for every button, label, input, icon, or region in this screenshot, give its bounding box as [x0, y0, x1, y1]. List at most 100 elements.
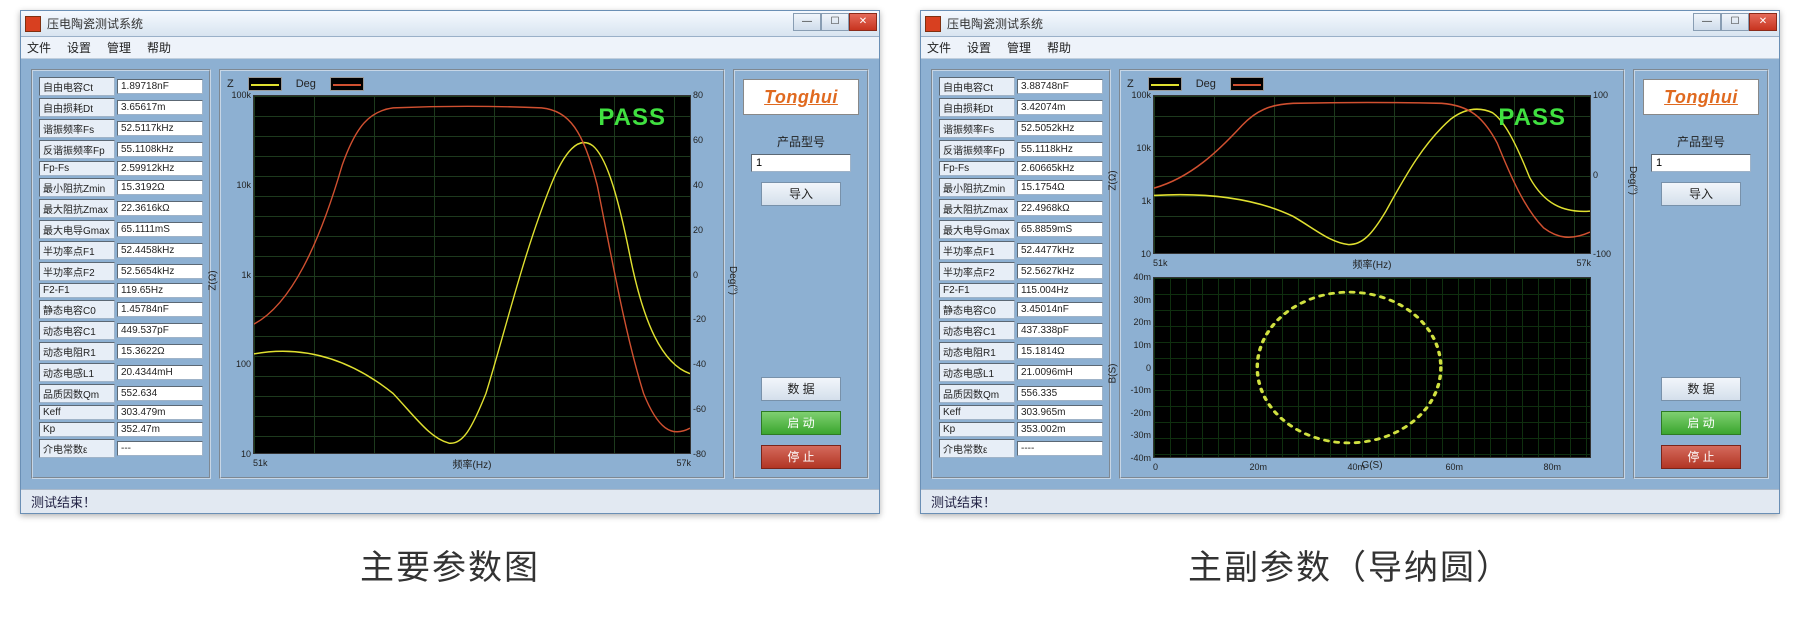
- param-value: 3.45014nF: [1017, 302, 1103, 317]
- close-button[interactable]: ✕: [1749, 13, 1777, 31]
- menu-help[interactable]: 帮助: [147, 39, 171, 56]
- ytick: 20: [693, 225, 717, 235]
- param-label: Fp-Fs: [39, 161, 115, 176]
- param-row: Fp-Fs2.60665kHz: [939, 161, 1103, 176]
- y-right-label: Deg(°): [1627, 165, 1638, 194]
- param-label: 反谐振频率Fp: [39, 140, 115, 159]
- menu-help[interactable]: 帮助: [1047, 39, 1071, 56]
- admittance-circle-chart: [1153, 277, 1591, 458]
- param-row: 最小阻抗Zmin15.1754Ω: [939, 178, 1103, 197]
- params-panel: 自由电容Ct3.88748nF自由损耗Dt3.42074m谐振频率Fs52.50…: [931, 69, 1111, 479]
- y-left-label: Z(Ω): [208, 270, 219, 290]
- stop-button[interactable]: 停 止: [761, 445, 841, 469]
- start-button[interactable]: 启 动: [761, 411, 841, 435]
- menu-settings[interactable]: 设置: [967, 39, 991, 56]
- param-label: 静态电容C0: [939, 300, 1015, 319]
- param-value: 52.5117kHz: [117, 121, 203, 136]
- param-row: F2-F1119.65Hz: [39, 283, 203, 298]
- param-value: 352.47m: [117, 422, 203, 437]
- param-label: 动态电容C1: [39, 321, 115, 340]
- maximize-button[interactable]: ☐: [1721, 13, 1749, 31]
- param-label: 自由电容Ct: [939, 77, 1015, 96]
- param-row: 自由电容Ct3.88748nF: [939, 77, 1103, 96]
- param-label: 最小阻抗Zmin: [39, 178, 115, 197]
- minimize-button[interactable]: —: [793, 13, 821, 31]
- panel-right: 压电陶瓷测试系统 — ☐ ✕ 文件 设置 管理 帮助 自由电容Ct3.88748…: [920, 10, 1780, 589]
- param-label: Fp-Fs: [939, 161, 1015, 176]
- param-row: 最大阻抗Zmax22.4968kΩ: [939, 199, 1103, 218]
- param-label: 动态电容C1: [939, 321, 1015, 340]
- x-label: 频率(Hz): [1127, 256, 1617, 271]
- param-label: 自由损耗Dt: [39, 98, 115, 117]
- status-bar: 测试结束！: [921, 489, 1779, 513]
- param-row: 反谐振频率Fp55.1108kHz: [39, 140, 203, 159]
- app-window-right: 压电陶瓷测试系统 — ☐ ✕ 文件 设置 管理 帮助 自由电容Ct3.88748…: [920, 10, 1780, 514]
- param-value: 353.002m: [1017, 422, 1103, 437]
- pass-indicator: PASS: [1498, 104, 1566, 132]
- param-row: 动态电感L120.4344mH: [39, 363, 203, 382]
- legend-deg-label: Deg: [296, 78, 316, 90]
- param-value: 52.5052kHz: [1017, 121, 1103, 136]
- param-value: 22.4968kΩ: [1017, 201, 1103, 216]
- param-row: 品质因数Qm552.634: [39, 384, 203, 403]
- app-window-left: 压电陶瓷测试系统 — ☐ ✕ 文件 设置 管理 帮助 自由电容Ct1.89718…: [20, 10, 880, 514]
- maximize-button[interactable]: ☐: [821, 13, 849, 31]
- param-row: 谐振频率Fs52.5052kHz: [939, 119, 1103, 138]
- ytick: 30m: [1127, 295, 1151, 305]
- stop-button[interactable]: 停 止: [1661, 445, 1741, 469]
- data-button[interactable]: 数 据: [761, 377, 841, 401]
- menu-file[interactable]: 文件: [27, 39, 51, 56]
- legend-z-swatch: [248, 77, 282, 91]
- ytick: -30m: [1127, 430, 1151, 440]
- side-panel: Tonghui 产品型号 1 导入 数 据 启 动 停 止: [733, 69, 869, 479]
- legend-z-swatch: [1148, 77, 1182, 91]
- param-value: 21.0096mH: [1017, 365, 1103, 380]
- import-button[interactable]: 导入: [1661, 182, 1741, 206]
- param-row: 半功率点F152.4477kHz: [939, 241, 1103, 260]
- ytick: 1k: [1127, 196, 1151, 206]
- param-value: 52.5627kHz: [1017, 264, 1103, 279]
- param-value: 303.965m: [1017, 405, 1103, 420]
- menu-file[interactable]: 文件: [927, 39, 951, 56]
- product-type-input[interactable]: 1: [1651, 154, 1751, 172]
- ytick: 0: [1127, 363, 1151, 373]
- ytick: -20m: [1127, 408, 1151, 418]
- ytick: 10k: [227, 180, 251, 190]
- param-value: 303.479m: [117, 405, 203, 420]
- menu-settings[interactable]: 设置: [67, 39, 91, 56]
- param-label: 自由电容Ct: [39, 77, 115, 96]
- menu-manage[interactable]: 管理: [107, 39, 131, 56]
- params-panel: 自由电容Ct1.89718nF自由损耗Dt3.65617m谐振频率Fs52.51…: [31, 69, 211, 479]
- xtick: 57k: [676, 458, 691, 468]
- ytick: 100: [227, 359, 251, 369]
- param-value: 552.634: [117, 386, 203, 401]
- import-button[interactable]: 导入: [761, 182, 841, 206]
- minimize-button[interactable]: —: [1693, 13, 1721, 31]
- param-label: Keff: [939, 405, 1015, 420]
- param-value: 437.338pF: [1017, 323, 1103, 338]
- param-row: 静态电容C03.45014nF: [939, 300, 1103, 319]
- ytick: -40: [693, 359, 717, 369]
- ytick: 20m: [1127, 317, 1151, 327]
- window-title: 压电陶瓷测试系统: [947, 15, 1043, 32]
- ytick: -40m: [1127, 453, 1151, 463]
- close-button[interactable]: ✕: [849, 13, 877, 31]
- param-row: 谐振频率Fs52.5117kHz: [39, 119, 203, 138]
- impedance-chart: PASS: [253, 95, 691, 454]
- param-label: 动态电阻R1: [39, 342, 115, 361]
- param-row: Keff303.965m: [939, 405, 1103, 420]
- data-button[interactable]: 数 据: [1661, 377, 1741, 401]
- legend-deg-swatch: [1230, 77, 1264, 91]
- product-type-input[interactable]: 1: [751, 154, 851, 172]
- param-row: Kp353.002m: [939, 422, 1103, 437]
- param-row: 动态电容C1437.338pF: [939, 321, 1103, 340]
- param-row: Keff303.479m: [39, 405, 203, 420]
- start-button[interactable]: 启 动: [1661, 411, 1741, 435]
- param-label: 半功率点F1: [39, 241, 115, 260]
- param-label: 最大电导Gmax: [939, 220, 1015, 239]
- param-value: 65.1111mS: [117, 222, 203, 237]
- menu-manage[interactable]: 管理: [1007, 39, 1031, 56]
- param-label: 反谐振频率Fp: [939, 140, 1015, 159]
- y-left-label: Z(Ω): [1108, 170, 1119, 190]
- param-value: 3.42074m: [1017, 100, 1103, 115]
